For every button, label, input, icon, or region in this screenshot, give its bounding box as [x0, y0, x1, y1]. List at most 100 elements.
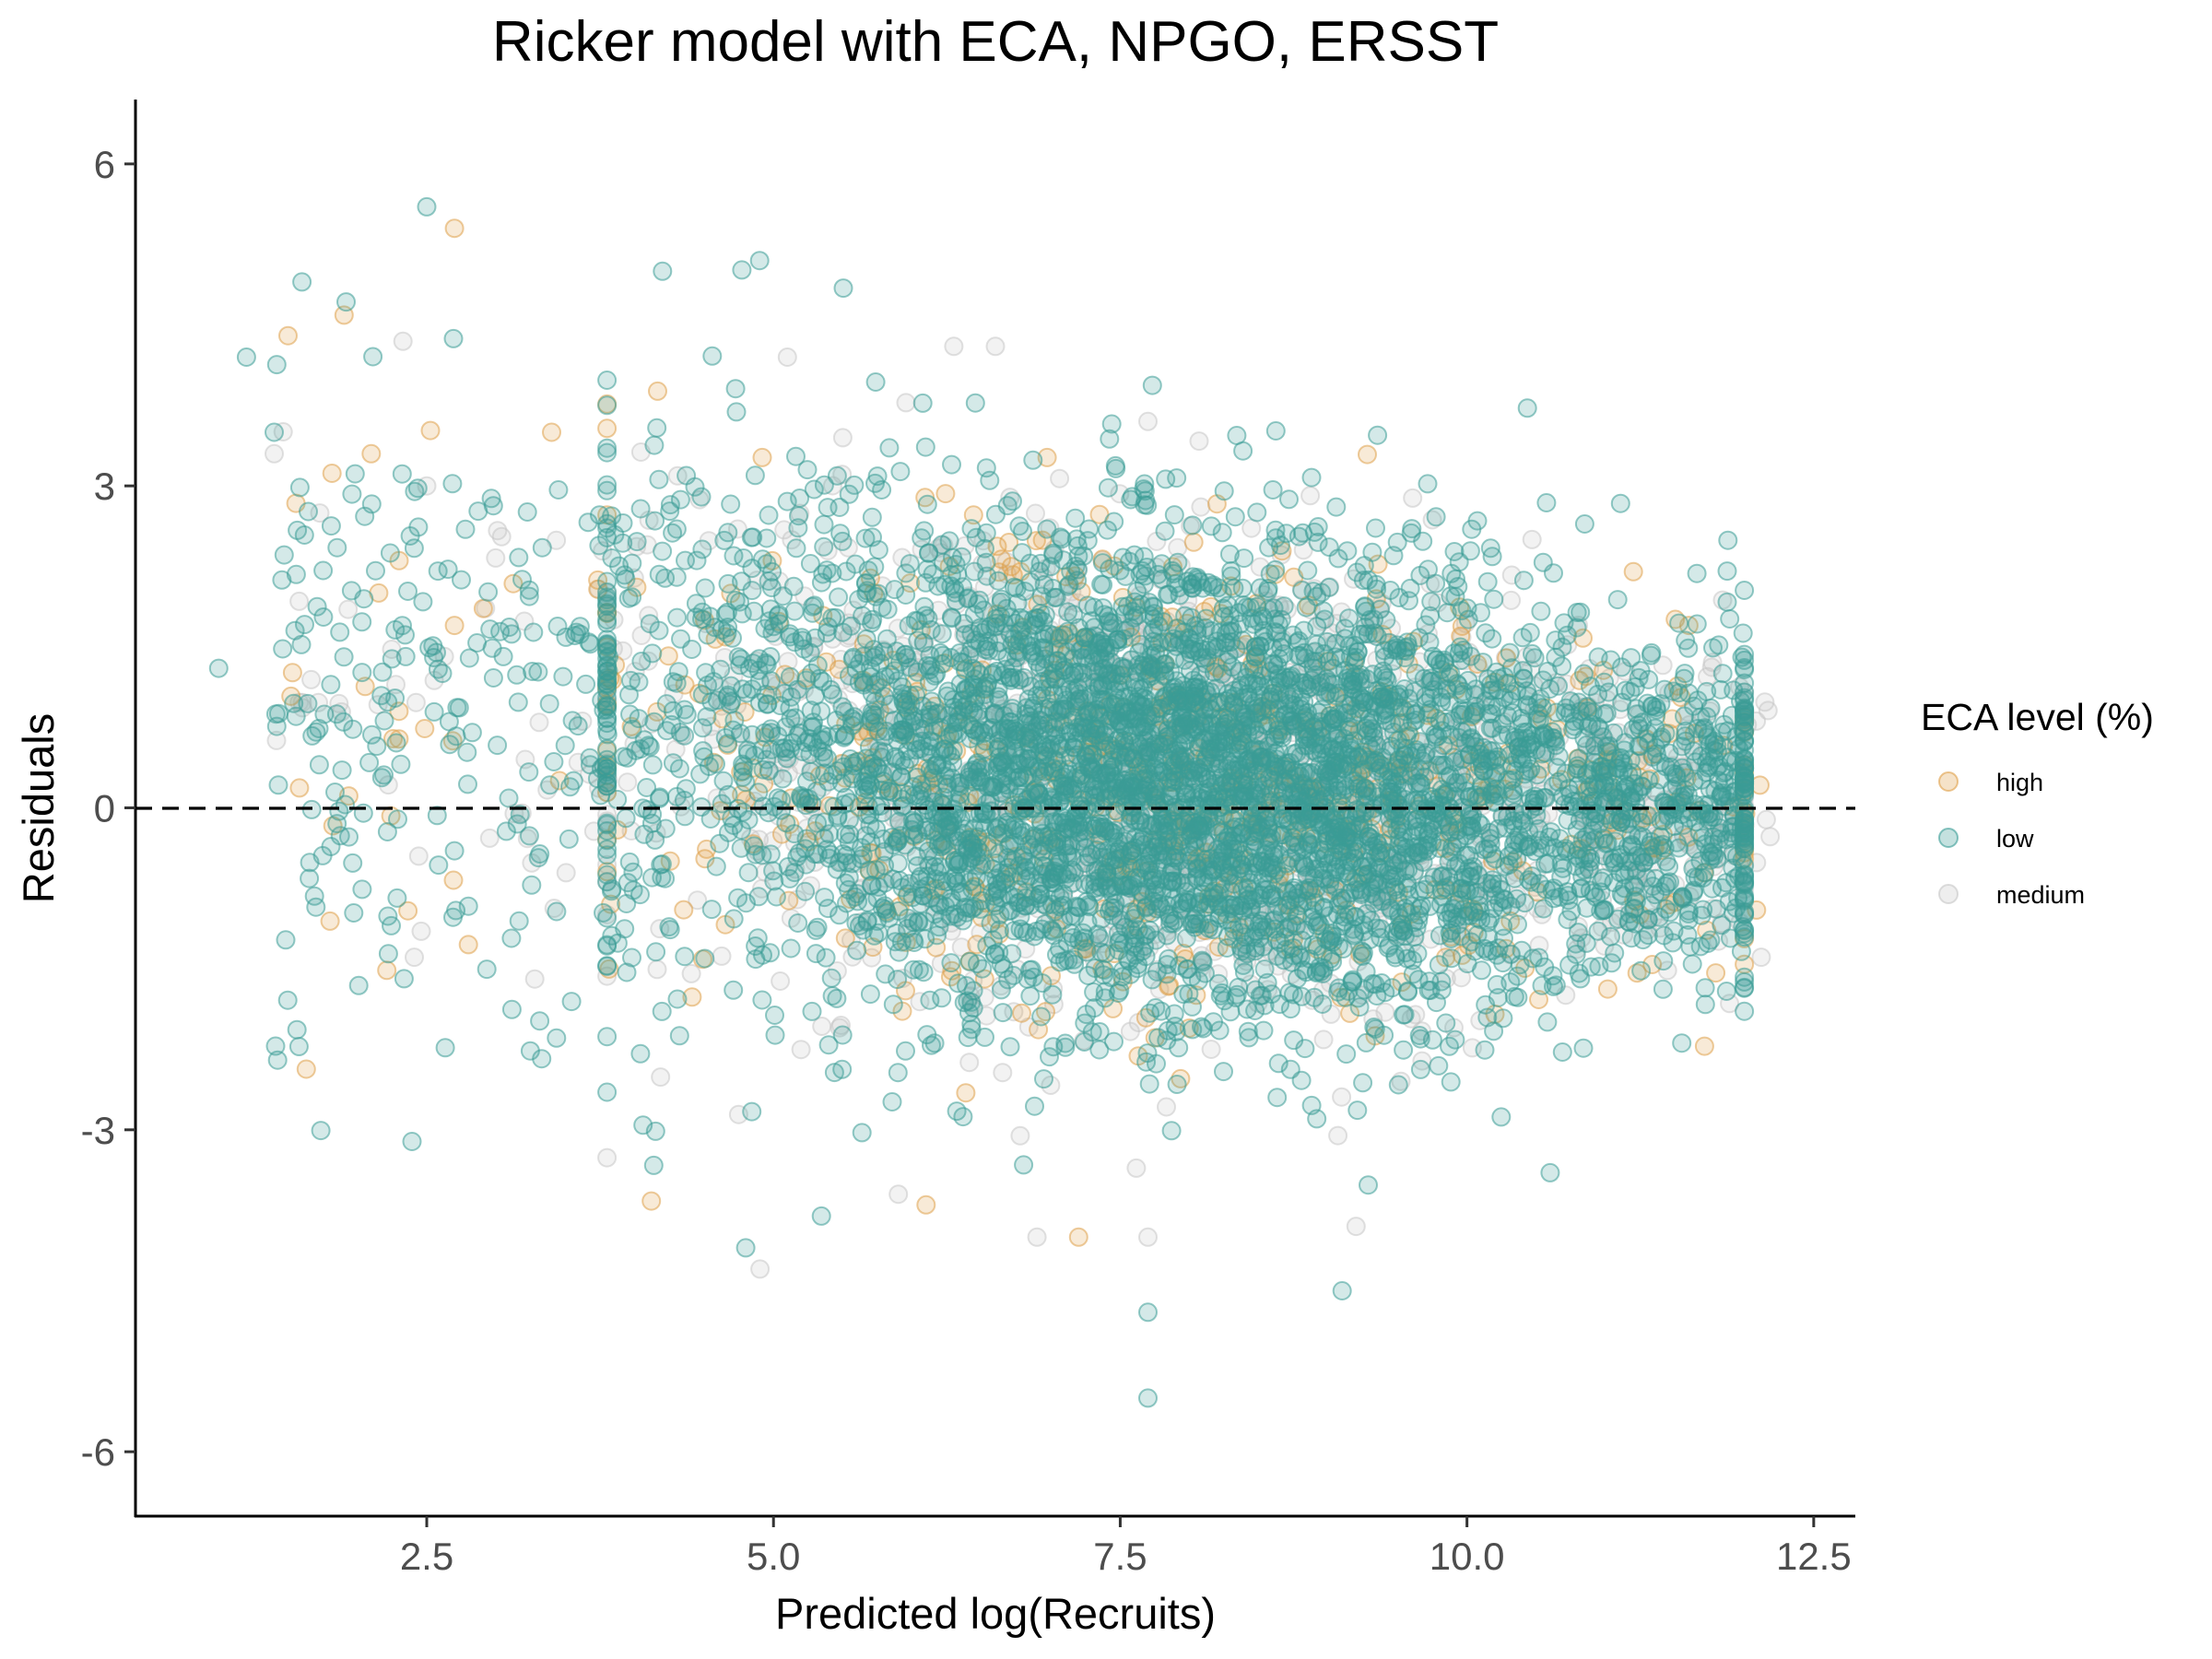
point-high [361, 443, 382, 464]
point-low [266, 355, 287, 375]
point-high [443, 870, 464, 890]
point-low [1604, 723, 1624, 743]
point-medium [1332, 1087, 1352, 1107]
point-medium [625, 662, 645, 682]
point-medium [1375, 1002, 1395, 1022]
point-high [296, 1059, 316, 1079]
point-medium [1050, 468, 1070, 488]
point-medium [1751, 947, 1771, 968]
point-high [282, 663, 302, 683]
point-low [272, 570, 292, 590]
point-low [458, 774, 477, 794]
point-high [289, 778, 310, 798]
point-low [1353, 1073, 1373, 1093]
point-low [731, 820, 751, 840]
point-low [649, 469, 669, 489]
point-high [648, 381, 667, 401]
point-medium [688, 890, 708, 911]
point-low [1279, 489, 1299, 510]
point-low [1337, 541, 1358, 561]
point-low [1023, 450, 1043, 470]
point-low [1552, 1042, 1572, 1062]
point-low [784, 601, 805, 621]
point-medium [896, 393, 916, 413]
point-medium [406, 692, 426, 712]
point-low [597, 395, 618, 416]
point-medium [712, 946, 732, 966]
point-medium [597, 1147, 618, 1168]
point-low [702, 346, 723, 366]
point-low [394, 969, 414, 989]
point-low [1040, 1047, 1059, 1067]
point-low [1687, 614, 1707, 634]
point-medium [491, 526, 512, 547]
point-low [1672, 1033, 1692, 1053]
point-low [1031, 1006, 1052, 1027]
point-low [1537, 1012, 1558, 1032]
point-high [322, 464, 342, 483]
point-low [1716, 982, 1736, 1001]
point-low [400, 526, 420, 546]
point-low [1326, 497, 1347, 517]
point-low [788, 518, 808, 538]
point-low [888, 1063, 908, 1083]
point-medium [651, 1067, 671, 1088]
point-low [1534, 899, 1554, 919]
point-high [1183, 532, 1204, 552]
point-low [663, 753, 683, 773]
point-low [1717, 592, 1737, 612]
point-low [616, 808, 636, 829]
point-low [695, 578, 715, 598]
point-medium [529, 712, 549, 733]
point-medium [338, 599, 359, 619]
point-low [1214, 1062, 1233, 1082]
point-low [547, 901, 567, 922]
point-medium [479, 828, 500, 848]
point-low [483, 668, 503, 688]
point-medium [777, 347, 797, 367]
point-medium [1756, 809, 1776, 830]
point-medium [1027, 1227, 1047, 1247]
point-low [847, 940, 867, 960]
point-low [382, 915, 401, 935]
point-medium [266, 730, 287, 750]
point-low [1520, 622, 1540, 642]
point-low [1471, 603, 1490, 623]
point-low [277, 990, 298, 1010]
point-low [273, 639, 293, 659]
point-low [568, 716, 588, 736]
point-low [1477, 571, 1498, 592]
point-low [348, 975, 369, 995]
point-low [759, 505, 779, 525]
point-low [941, 953, 961, 973]
point-high [415, 719, 435, 738]
point-low [682, 640, 702, 659]
point-low [413, 592, 433, 612]
point-low [309, 719, 329, 738]
point-low [1142, 375, 1162, 395]
point-medium [393, 331, 413, 351]
point-high [1623, 561, 1643, 582]
point-low [765, 1025, 785, 1045]
point-low [501, 928, 522, 948]
point-low [530, 1011, 550, 1031]
point-low [1735, 581, 1755, 600]
point-low [309, 755, 329, 775]
point-low [643, 1155, 664, 1175]
point-low [1717, 561, 1737, 582]
point-high [320, 911, 340, 931]
point-medium [1346, 1217, 1366, 1237]
point-low [576, 674, 596, 694]
point-medium [1403, 488, 1423, 508]
point-low [1084, 998, 1104, 1018]
point-medium [959, 1053, 980, 1073]
point-high [278, 325, 298, 346]
point-medium [408, 846, 429, 866]
point-low [822, 986, 842, 1006]
point-low [1025, 1096, 1044, 1116]
point-medium [1201, 1040, 1221, 1059]
point-low [1653, 951, 1674, 971]
point-low [1336, 1044, 1357, 1065]
point-medium [1010, 1125, 1030, 1146]
point-medium [771, 971, 791, 991]
